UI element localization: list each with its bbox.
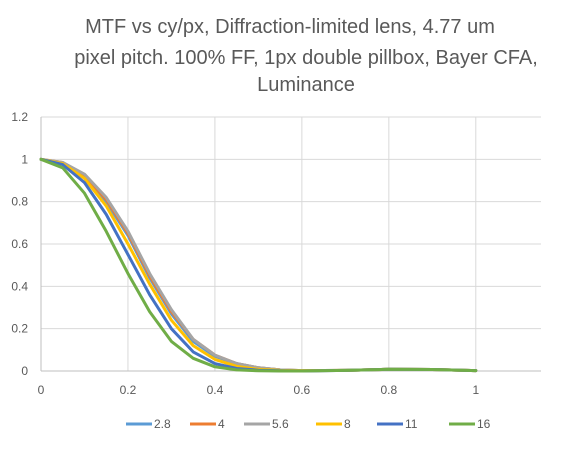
x-tick-label: 0.4	[207, 383, 224, 397]
series-line-8	[39, 157, 478, 373]
legend-label: 2.8	[154, 417, 171, 431]
legend-label: 16	[477, 417, 491, 431]
y-tick-label: 0.2	[11, 322, 28, 336]
legend-label: 8	[344, 417, 351, 431]
legend-label: 11	[405, 417, 418, 431]
gridlines	[41, 116, 541, 371]
y-tick-label: 1.2	[11, 110, 28, 124]
axes: 0 0.2 0.4 0.6 0.8 1 1.2 0 0.2 0.4 0.6 0.8 1	[11, 110, 541, 397]
series-line-4	[39, 157, 478, 373]
chart-title: MTF vs cy/px, Diffraction-limited lens, …	[74, 16, 538, 96]
chart-title-line: pixel pitch. 100% FF, 1px double pillbox…	[74, 47, 538, 69]
series-line-5.6	[39, 157, 478, 373]
chart-title-line: MTF vs cy/px, Diffraction-limited lens, …	[85, 16, 495, 38]
x-tick-label: 0	[38, 383, 45, 397]
x-tick-label: 0.2	[120, 383, 137, 397]
x-tick-label: 0.6	[294, 383, 311, 397]
series-lines	[39, 157, 478, 373]
y-tick-label: 0.4	[11, 279, 28, 293]
chart-title-line: Luminance	[257, 74, 355, 96]
series-line-16	[39, 157, 478, 373]
legend-label: 5.6	[272, 417, 289, 431]
series-line-2.8	[39, 157, 478, 373]
y-tick-label: 0.8	[11, 195, 28, 209]
y-tick-label: 1	[21, 152, 28, 166]
y-tick-label: 0.6	[11, 237, 28, 251]
legend-label: 4	[218, 417, 225, 431]
x-tick-label: 1	[472, 383, 479, 397]
y-tick-label: 0	[21, 364, 28, 378]
x-tick-label: 0.8	[380, 383, 397, 397]
series-line-11	[39, 157, 478, 373]
legend: 2.8 4 5.6 8 11 16	[126, 417, 491, 431]
